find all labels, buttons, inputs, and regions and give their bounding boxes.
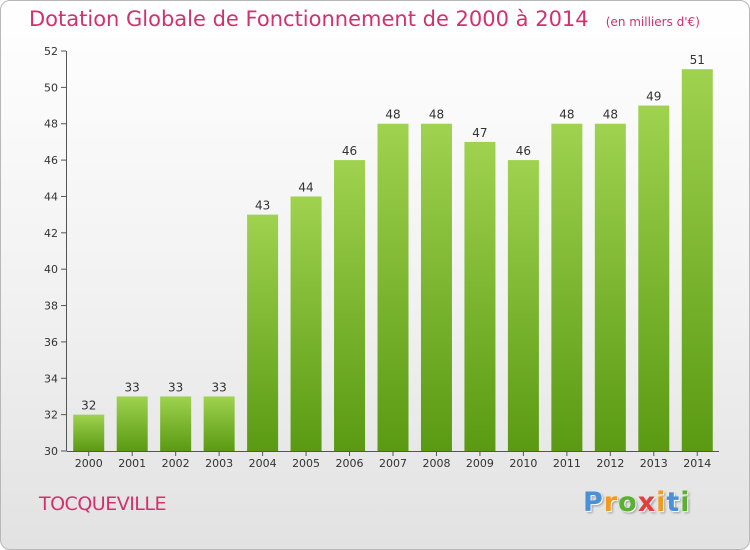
x-tick-label-2000: 2000	[75, 457, 103, 470]
data-label-2011: 48	[559, 108, 574, 122]
chart-title: Dotation Globale de Fonctionnement de 20…	[29, 7, 589, 31]
data-label-2009: 47	[472, 126, 487, 140]
bar-2006	[334, 160, 366, 451]
x-tick-label-2010: 2010	[509, 457, 537, 470]
y-tick-label: 42	[44, 227, 58, 240]
data-label-2000: 32	[81, 399, 96, 413]
data-label-2007: 48	[385, 108, 400, 122]
bar-2012	[594, 123, 626, 452]
y-tick-label: 40	[44, 263, 58, 276]
y-tick-label: 34	[44, 372, 58, 385]
bar-2008	[420, 123, 452, 452]
bar-2007	[377, 123, 409, 452]
x-tick-label-2012: 2012	[596, 457, 624, 470]
y-tick-label: 36	[44, 336, 58, 349]
x-tick-label-2002: 2002	[162, 457, 190, 470]
logo-letter: x	[637, 487, 657, 518]
bar-2004	[247, 214, 279, 451]
logo-letter: o	[618, 487, 638, 518]
title-row: Dotation Globale de Fonctionnement de 20…	[29, 7, 700, 31]
x-tick-label-2005: 2005	[292, 457, 320, 470]
bar-2014	[681, 69, 713, 451]
x-tick-label-2006: 2006	[336, 457, 364, 470]
data-label-2001: 33	[125, 380, 140, 394]
data-label-2003: 33	[211, 380, 226, 394]
place-name: TOCQUEVILLE	[39, 493, 166, 515]
x-tick-label-2013: 2013	[640, 457, 668, 470]
bar-2010	[507, 160, 539, 451]
data-label-2013: 49	[646, 90, 661, 104]
x-tick-label-2009: 2009	[466, 457, 494, 470]
data-label-2008: 48	[429, 108, 444, 122]
bar-2000	[73, 414, 105, 451]
data-label-2014: 51	[690, 53, 705, 67]
bar-2009	[464, 141, 496, 451]
y-tick-label: 30	[44, 445, 58, 458]
bar-2005	[290, 196, 322, 451]
data-labels: 32 33 33 33 43 44 46 48 48 47 46 48 48 49 51	[81, 53, 705, 412]
logo-letter: r	[603, 487, 619, 518]
bar-2013	[638, 105, 670, 451]
x-tick-label-2008: 2008	[422, 457, 450, 470]
x-tick-label-2011: 2011	[553, 457, 581, 470]
bars	[73, 69, 713, 452]
logo-letter: i	[680, 487, 691, 518]
data-label-2004: 43	[255, 199, 270, 213]
y-tick-label: 46	[44, 154, 58, 167]
y-tick-label: 48	[44, 118, 58, 131]
chart-unit: (en milliers d'€)	[605, 15, 700, 29]
logo-letter: t	[666, 487, 681, 518]
y-axis: 30 32 34 36 38 40 42 44 46 48 50 52	[44, 45, 67, 458]
logo-letter: P	[583, 487, 604, 518]
x-tick-label-2003: 2003	[205, 457, 233, 470]
y-tick-label: 50	[44, 81, 58, 94]
x-tick-label-2001: 2001	[118, 457, 146, 470]
x-tick-label-2004: 2004	[249, 457, 277, 470]
data-label-2010: 46	[516, 144, 531, 158]
proxiti-logo: Proxiti	[583, 487, 691, 518]
data-label-2002: 33	[168, 380, 183, 394]
bar-2001	[116, 396, 148, 451]
data-label-2006: 46	[342, 144, 357, 158]
x-axis: 2000 2001 2002 2003 2004 2005 2006 2007 2008 2009…	[66, 451, 719, 470]
bar-2002	[160, 396, 192, 451]
data-label-2005: 44	[298, 180, 313, 194]
y-tick-label: 52	[44, 45, 58, 58]
bar-2003	[203, 396, 235, 451]
y-tick-label: 38	[44, 300, 58, 313]
y-tick-label: 44	[44, 190, 58, 203]
x-tick-label-2014: 2014	[683, 457, 711, 470]
x-tick-label-2007: 2007	[379, 457, 407, 470]
data-label-2012: 48	[603, 108, 618, 122]
y-tick-label: 32	[44, 409, 58, 422]
bar-2011	[551, 123, 583, 452]
logo-letter: i	[656, 487, 667, 518]
